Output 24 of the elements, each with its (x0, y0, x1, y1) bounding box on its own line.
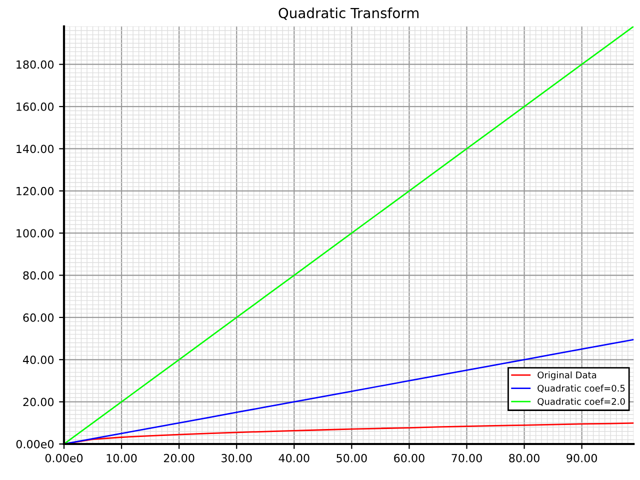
x-tick-label: 0.00e0 (45, 454, 83, 462)
x-tick-label: 40.00 (278, 454, 310, 462)
chart-title: Quadratic Transform (278, 8, 418, 20)
legend-label: Quadratic coef=0.5 (538, 384, 625, 393)
y-tick-label: 80.00 (23, 271, 54, 280)
y-tick-label: 60.00 (23, 313, 54, 322)
legend-label: Quadratic coef=2.0 (538, 398, 625, 406)
y-tick-label: 40.00 (23, 356, 54, 364)
x-tick-label: 20.00 (164, 454, 194, 462)
y-tick-label: 180.00 (16, 60, 54, 69)
x-tick-label: 50.00 (336, 454, 367, 462)
y-tick-label: 100.00 (16, 229, 54, 238)
x-tick-label: 70.00 (452, 454, 482, 462)
y-tick-label: 20.00 (23, 398, 54, 406)
x-tick-label: 10.00 (106, 454, 137, 462)
y-tick-label: 0.00e0 (16, 440, 54, 448)
x-tick-label: 90.00 (566, 454, 597, 462)
legend-label: Original Data (538, 371, 596, 380)
y-tick-label: 160.00 (16, 102, 54, 111)
y-tick-label: 140.00 (16, 144, 54, 154)
x-tick-label: 30.00 (222, 454, 252, 462)
y-tick-label: 120.00 (16, 186, 54, 196)
x-tick-label: 60.00 (394, 454, 424, 462)
x-tick-label: 80.00 (509, 454, 540, 462)
